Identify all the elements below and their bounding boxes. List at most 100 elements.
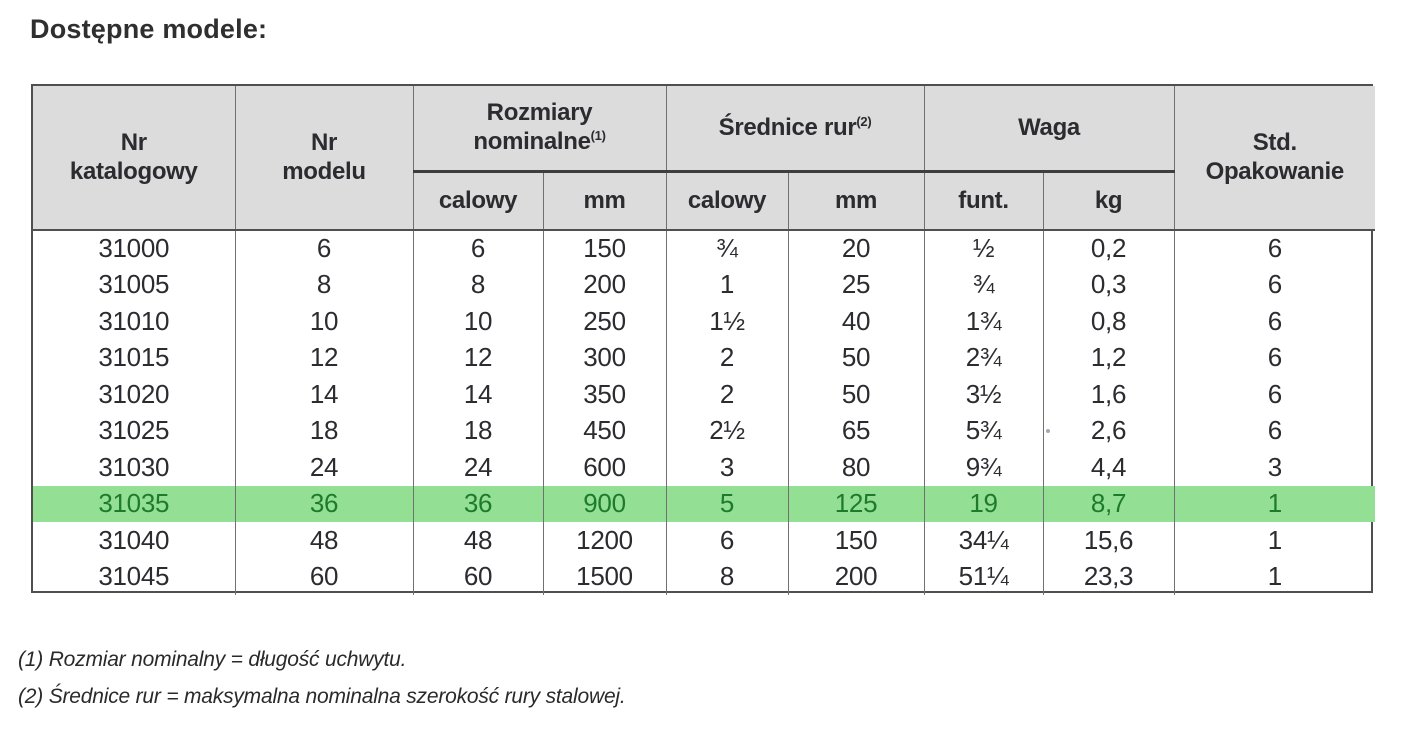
table-cell: 65 [787,412,925,449]
table-cell: 14 [412,376,543,413]
table-row: 31015 12 12 300 2 50 2¾ 1,2 6 [33,339,1376,376]
footnotes: (1) Rozmiar nominalny = długość uchwytu.… [18,641,626,715]
subheader-weight-lb: funt. [923,171,1044,231]
table-cell: 20 [787,230,925,267]
table-row: 31040 48 48 1200 6 150 34¼ 15,6 1 [33,522,1376,559]
table-cell: 4,4 [1042,449,1175,486]
table-cell: 50 [787,376,925,413]
table-cell: 1200 [542,522,666,559]
table-row: 31045 60 60 1500 8 200 51¼ 23,3 1 [33,558,1376,595]
table-cell: 6 [1173,230,1376,267]
table-cell: 8 [665,558,788,595]
table-cell: 200 [787,558,925,595]
table-cell: 14 [234,376,413,413]
table-cell: 250 [542,303,666,340]
table-cell: 8 [412,266,543,303]
subheader-weight-kg: kg [1042,171,1175,231]
table-cell: 6 [1173,412,1376,449]
table-cell: 1½ [665,303,788,340]
table-cell: 24 [412,449,543,486]
table-cell: 8 [234,266,413,303]
table-cell: 1¾ [923,303,1044,340]
table-cell: 150 [787,522,925,559]
table-cell: 9¾ [923,449,1044,486]
table-cell: 1500 [542,558,666,595]
table-row: 31030 24 24 600 3 80 9¾ 4,4 3 [33,449,1376,486]
table-cell: 31035 [33,485,235,522]
table-cell: 50 [787,339,925,376]
table-cell: 31015 [98,342,170,373]
table-cell: 18 [234,412,413,449]
table-cell: ½ [923,230,1044,267]
table-cell: 18 [412,412,543,449]
table-cell: 60 [412,558,543,595]
table-row: 31010 10 10 250 1½ 40 1¾ 0,8 6 [33,303,1376,340]
table-cell: 125 [787,485,925,522]
table-cell: 2,6 [1042,412,1175,449]
table-cell: 6 [234,230,413,267]
table-cell: ¾ [923,266,1044,303]
table-header: Nr katalogowy Nr modelu Rozmiary nominal… [33,86,1376,231]
table-cell: 1 [1173,485,1376,522]
table-cell: 15,6 [1042,522,1175,559]
table-cell: 1 [1173,522,1376,559]
table-cell: 36 [412,485,543,522]
table-cell: 6 [412,230,543,267]
table-cell: 23,3 [1042,558,1175,595]
table-cell: ¾ [665,230,788,267]
table-cell: 48 [412,522,543,559]
table-cell: 60 [234,558,413,595]
table-cell: 300 [542,339,666,376]
table-cell: 600 [542,449,666,486]
table-cell: 1 [1173,558,1376,595]
table-cell: 6 [1173,266,1376,303]
table-cell: 10 [234,303,413,340]
table-cell: 0,8 [1042,303,1175,340]
table-cell: 34¼ [923,522,1044,559]
table-cell: 48 [234,522,413,559]
table-row: 31020 14 14 350 2 50 3½ 1,6 6 [33,376,1376,413]
footnote-marker-2: (2) [856,113,872,129]
table-cell: 350 [542,376,666,413]
table-cell: 6 [1173,339,1376,376]
table-cell: 24 [234,449,413,486]
table-cell: 31025 [98,415,170,446]
table-cell: 40 [787,303,925,340]
table-row: 31035 36 36 900 5 125 19 8,7 1 [33,485,1376,522]
table-cell: 900 [542,485,666,522]
table-cell: 8,7 [1042,485,1175,522]
table-cell: 6 [665,522,788,559]
table-cell: 6 [1173,303,1376,340]
table-cell: 2 [665,339,788,376]
table-cell: 51¼ [923,558,1044,595]
subheader-diameter-inch: calowy [665,171,788,231]
column-header-model-number: Nr modelu [234,86,413,231]
table-cell: 3½ [923,376,1044,413]
table-cell: 0,3 [1042,266,1175,303]
table-cell: 1 [665,266,788,303]
table-cell: 1,6 [1042,376,1175,413]
table-cell: 25 [787,266,925,303]
footnote-1: (1) Rozmiar nominalny = długość uchwytu. [18,648,407,671]
table-cell: 31030 [98,451,170,482]
table-cell: 31045 [98,561,170,592]
table-cell: 0,2 [1042,230,1175,267]
table-row: 31025 18 18 450 2½ 65 5¾ 2,6 6 [33,412,1376,449]
table-cell: 12 [234,339,413,376]
footnote-2: (2) Średnice rur = maksymalna nominalna … [18,685,626,708]
column-header-std-packaging: Std. Opakowanie [1173,86,1376,231]
table-cell: 6 [1173,376,1376,413]
table-cell: 5 [665,485,788,522]
table-cell: 3 [665,449,788,486]
group-header-weight: Waga [923,86,1175,173]
table-cell: 10 [412,303,543,340]
footnote-marker-1: (1) [590,127,606,143]
table-cell: 31010 [98,305,170,336]
page-title: Dostępne modele: [30,14,268,44]
table-cell: 31040 [98,524,170,555]
table-cell: 2½ [665,412,788,449]
subheader-diameter-mm: mm [787,171,925,231]
table-cell: 31020 [98,378,170,409]
table-cell: 3 [1173,449,1376,486]
